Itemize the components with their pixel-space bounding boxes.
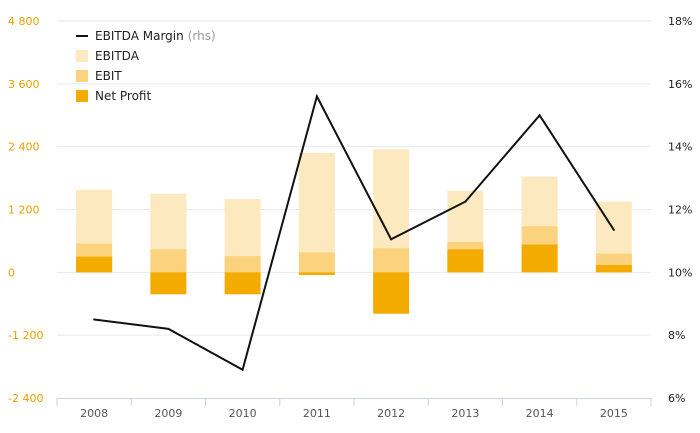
svg-text:EBITDA Margin(rhs): EBITDA Margin (rhs): [95, 29, 216, 43]
legend-label-ebitda-margin: EBITDA Margin: [95, 29, 184, 43]
legend-item-ebitda-margin: EBITDA Margin (rhs): [76, 29, 216, 43]
y-right-tick-label: 18%: [668, 15, 692, 28]
x-tick-label-2014: 2014: [526, 407, 554, 420]
bar-net-profit-2008: [76, 256, 113, 273]
x-tick-label-2013: 2013: [451, 407, 479, 420]
y-right-tick-label: 12%: [668, 204, 692, 217]
y-right-tick-label: 14%: [668, 141, 692, 154]
bar-net-profit-2014: [521, 244, 558, 273]
x-tick-label-2015: 2015: [600, 407, 628, 420]
x-tick-label-2011: 2011: [303, 407, 331, 420]
point-ebitda-margin-2009: [167, 327, 170, 330]
grid: [57, 20, 651, 336]
point-ebitda-margin-2013: [464, 200, 467, 203]
left-axis: -2 400 -1 200 0 1 200 2 400 3 600 4 800: [8, 15, 43, 405]
right-axis: 6% 8% 10% 12% 14% 16% 18%: [668, 15, 692, 405]
point-ebitda-margin-2012: [390, 238, 393, 241]
x-tick-label-2008: 2008: [80, 407, 108, 420]
x-axis: 2008 2009 2010 2011 2012 2013 2014 2015: [56, 398, 652, 420]
line-ebitda-margin: [93, 93, 615, 372]
legend-item-ebit: EBIT: [76, 69, 122, 83]
legend-item-ebitda: EBITDA: [76, 49, 140, 63]
legend-label-ebit: EBIT: [95, 69, 122, 83]
y-left-tick-label: 2 400: [8, 141, 40, 154]
y-left-tick-label: 0: [8, 266, 15, 279]
point-ebitda-margin-2011: [315, 95, 318, 98]
point-ebitda-margin-2014: [538, 114, 541, 117]
y-left-tick-label: -2 400: [8, 392, 43, 405]
line-series: [93, 93, 615, 372]
x-tick-label-2012: 2012: [377, 407, 405, 420]
bar-ebit-2012: [373, 248, 410, 273]
legend-label-ebitda: EBITDA: [95, 49, 140, 63]
bars: [76, 149, 632, 314]
bar-net-profit-2013: [447, 249, 484, 273]
bar-net-profit-2009: [150, 272, 187, 295]
y-left-tick-label: 4 800: [8, 15, 40, 28]
point-ebitda-margin-2015: [612, 228, 615, 231]
legend-swatch-ebit: [76, 70, 88, 82]
y-right-tick-label: 8%: [668, 329, 685, 342]
y-left-tick-label: 3 600: [8, 78, 40, 91]
legend-swatch-net-profit: [76, 90, 88, 102]
y-left-tick-label: 1 200: [8, 204, 40, 217]
bar-net-profit-2010: [224, 272, 261, 295]
y-right-tick-label: 16%: [668, 78, 692, 91]
y-right-tick-label: 10%: [668, 266, 692, 279]
bar-ebitda-2011: [298, 152, 335, 273]
legend-item-net-profit: Net Profit: [76, 89, 151, 103]
bar-ebit-2010: [224, 256, 261, 273]
bar-net-profit-2011: [298, 272, 335, 275]
bar-net-profit-2015: [595, 265, 632, 273]
legend-swatch-ebitda: [76, 50, 88, 62]
point-ebitda-margin-2008: [93, 318, 96, 321]
legend: EBITDA Margin (rhs) EBITDA EBIT Net Profi…: [76, 29, 216, 103]
y-right-tick-label: 6%: [668, 392, 685, 405]
bar-ebit-2011: [298, 252, 335, 273]
y-left-tick-label: -1 200: [8, 329, 43, 342]
legend-label-rhs: (rhs): [188, 29, 216, 43]
point-ebitda-margin-2010: [241, 368, 244, 371]
bar-net-profit-2012: [373, 272, 410, 314]
x-tick-label-2009: 2009: [154, 407, 182, 420]
legend-label-net-profit: Net Profit: [95, 89, 151, 103]
x-tick-label-2010: 2010: [229, 407, 257, 420]
bar-ebit-2009: [150, 249, 187, 273]
